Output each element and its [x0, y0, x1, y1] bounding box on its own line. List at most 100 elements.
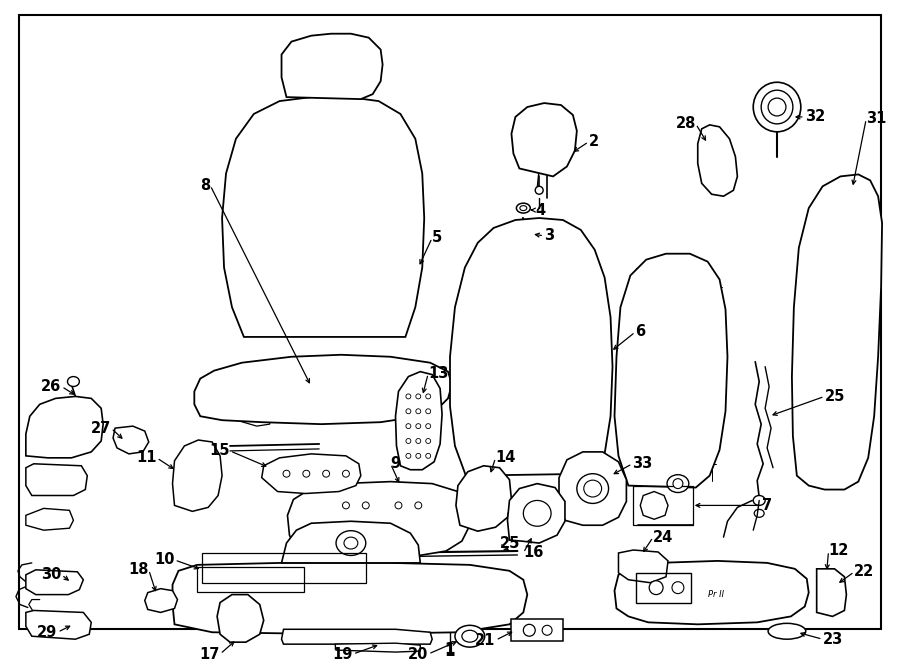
Ellipse shape — [426, 409, 431, 414]
Ellipse shape — [523, 500, 551, 526]
Ellipse shape — [426, 424, 431, 428]
Text: 28: 28 — [675, 117, 696, 131]
Text: 18: 18 — [128, 562, 148, 577]
Bar — [202, 553, 365, 583]
Text: 9: 9 — [391, 456, 401, 471]
Polygon shape — [173, 563, 527, 634]
Polygon shape — [335, 643, 420, 652]
Polygon shape — [222, 97, 424, 337]
Text: 25: 25 — [824, 389, 845, 404]
Ellipse shape — [406, 394, 411, 399]
Ellipse shape — [68, 377, 79, 387]
Ellipse shape — [395, 502, 402, 509]
Polygon shape — [618, 550, 668, 583]
Text: 33: 33 — [633, 456, 652, 471]
Polygon shape — [615, 254, 727, 488]
Polygon shape — [698, 125, 737, 196]
Text: 10: 10 — [154, 552, 175, 567]
Ellipse shape — [323, 470, 329, 477]
Text: 26: 26 — [41, 379, 61, 394]
Polygon shape — [26, 508, 74, 530]
Polygon shape — [145, 589, 177, 612]
Ellipse shape — [761, 90, 793, 124]
Polygon shape — [282, 34, 382, 99]
Ellipse shape — [520, 206, 526, 211]
Text: 24: 24 — [653, 530, 673, 545]
Polygon shape — [282, 521, 420, 563]
Ellipse shape — [406, 453, 411, 458]
Text: 30: 30 — [41, 567, 61, 583]
Ellipse shape — [542, 626, 552, 636]
Ellipse shape — [649, 581, 663, 594]
Polygon shape — [113, 426, 148, 454]
Ellipse shape — [577, 474, 608, 503]
Ellipse shape — [363, 502, 369, 509]
Text: 16: 16 — [523, 545, 544, 561]
Ellipse shape — [584, 480, 601, 497]
Text: 12: 12 — [829, 544, 849, 559]
Ellipse shape — [344, 537, 358, 549]
Text: 19: 19 — [332, 647, 353, 661]
Polygon shape — [559, 452, 626, 525]
Ellipse shape — [416, 394, 421, 399]
Polygon shape — [26, 464, 87, 495]
Ellipse shape — [302, 470, 310, 477]
Polygon shape — [511, 103, 577, 176]
Ellipse shape — [416, 438, 421, 444]
Text: 2: 2 — [589, 134, 598, 149]
Ellipse shape — [667, 475, 688, 493]
Polygon shape — [240, 411, 272, 426]
Text: 27: 27 — [91, 420, 111, 436]
Ellipse shape — [673, 479, 683, 489]
Ellipse shape — [523, 624, 536, 636]
Ellipse shape — [426, 453, 431, 458]
Text: 15: 15 — [210, 444, 230, 458]
Polygon shape — [217, 594, 264, 642]
Text: 1: 1 — [445, 643, 455, 659]
Ellipse shape — [462, 630, 478, 642]
Text: 23: 23 — [823, 632, 843, 647]
Bar — [511, 620, 563, 641]
Ellipse shape — [536, 186, 544, 194]
Polygon shape — [456, 466, 511, 531]
Text: Pr II: Pr II — [707, 590, 724, 599]
Ellipse shape — [768, 98, 786, 116]
Polygon shape — [640, 491, 668, 519]
Ellipse shape — [283, 470, 290, 477]
Text: 31: 31 — [866, 111, 886, 126]
Text: 8: 8 — [200, 178, 211, 193]
Text: 7: 7 — [762, 498, 772, 513]
Ellipse shape — [406, 424, 411, 428]
Ellipse shape — [672, 582, 684, 594]
Polygon shape — [450, 218, 613, 476]
Bar — [636, 573, 691, 602]
Ellipse shape — [768, 624, 806, 639]
Polygon shape — [816, 569, 846, 616]
Polygon shape — [792, 174, 882, 490]
Bar — [634, 486, 693, 525]
Ellipse shape — [753, 495, 765, 505]
Polygon shape — [194, 355, 452, 424]
Polygon shape — [287, 482, 470, 559]
Text: 21: 21 — [475, 633, 496, 647]
Text: 4: 4 — [536, 203, 545, 218]
Polygon shape — [262, 454, 361, 493]
Text: 14: 14 — [496, 450, 516, 465]
Text: 20: 20 — [408, 647, 428, 661]
Text: 1: 1 — [445, 641, 455, 657]
Text: 5: 5 — [432, 230, 443, 246]
Text: 11: 11 — [136, 450, 157, 465]
Text: 29: 29 — [37, 625, 58, 639]
Text: 3: 3 — [544, 228, 554, 244]
Polygon shape — [282, 630, 432, 644]
Ellipse shape — [753, 82, 801, 132]
Text: 17: 17 — [200, 647, 220, 661]
Text: 22: 22 — [854, 564, 875, 579]
Bar — [197, 567, 304, 592]
Text: 6: 6 — [635, 324, 645, 340]
Ellipse shape — [415, 502, 422, 509]
Ellipse shape — [364, 549, 377, 559]
Text: 32: 32 — [805, 109, 825, 124]
Ellipse shape — [455, 626, 485, 647]
Ellipse shape — [406, 409, 411, 414]
